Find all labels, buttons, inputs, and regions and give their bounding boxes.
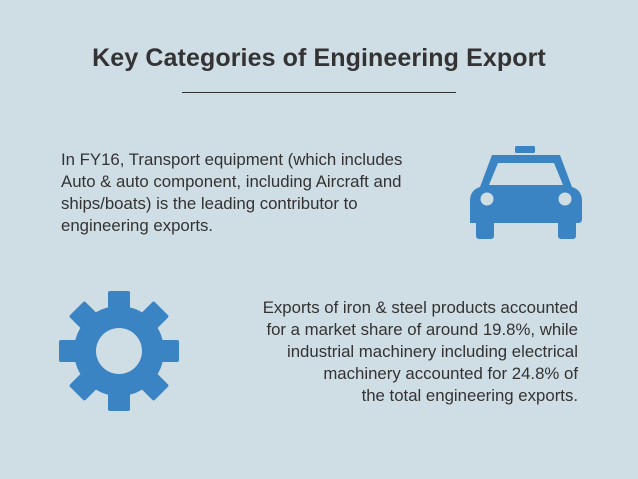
paragraph-line: for a market share of around 19.8%, whil…: [266, 320, 578, 339]
paragraph-line: the total engineering exports.: [361, 386, 578, 405]
paragraph-line: Auto & auto component, including Aircraf…: [61, 172, 402, 191]
paragraph-line: industrial machinery including electrica…: [286, 342, 578, 361]
paragraph-line: Exports of iron & steel products account…: [262, 298, 578, 317]
paragraph-line: engineering exports.: [61, 216, 214, 235]
car-icon: [468, 145, 584, 241]
gear-icon: [58, 290, 180, 412]
paragraph-line: In FY16, Transport equipment (which incl…: [61, 150, 403, 169]
title-underline: [182, 92, 456, 93]
paragraph-line: ships/boats) is the leading contributor …: [61, 194, 358, 213]
iron-steel-paragraph: Exports of iron & steel products account…: [206, 297, 578, 407]
transport-paragraph: In FY16, Transport equipment (which incl…: [61, 149, 451, 237]
slide-title: Key Categories of Engineering Export: [92, 44, 546, 72]
paragraph-line: machinery accounted for 24.8% of: [323, 364, 578, 383]
